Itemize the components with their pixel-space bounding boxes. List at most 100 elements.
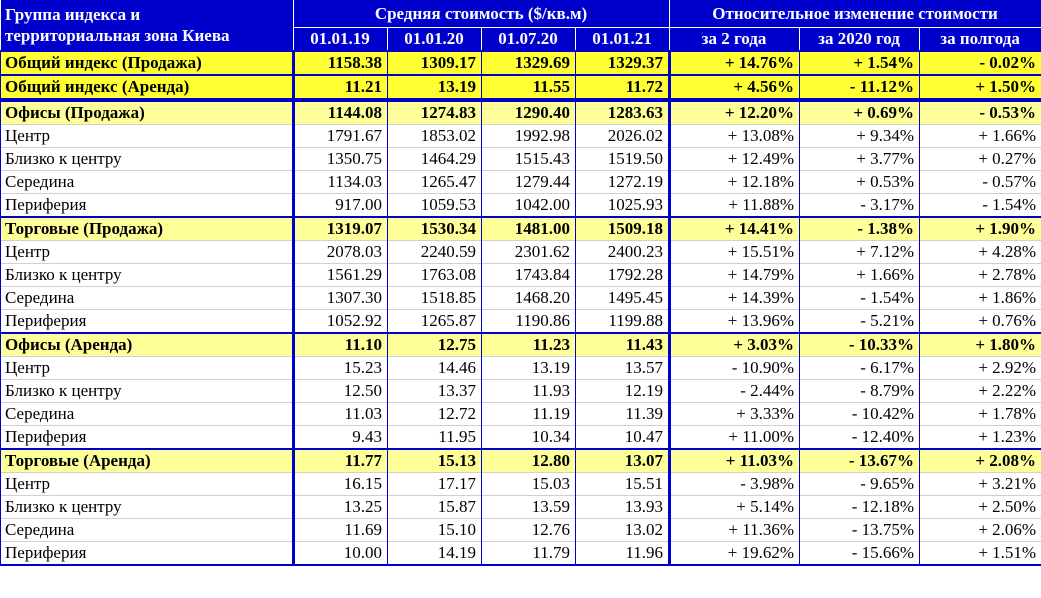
change-cell: - 8.79% [799,379,921,403]
table-row: Центр 2078.03 2240.59 2301.62 2400.23 + 15.51… [0,240,1041,264]
change-cell: + 9.34% [799,124,921,148]
change-cell: + 13.08% [669,124,801,148]
change-cell: - 10.33% [799,332,921,357]
row-label: Близко к центру [0,147,295,171]
avg-cost-cell: 1853.02 [387,124,482,148]
change-cell: + 1.54% [799,50,921,75]
avg-cost-cell: 1792.28 [574,263,672,287]
avg-cost-cell: 1059.53 [387,193,482,217]
avg-cost-cell: 13.19 [387,74,482,102]
avg-cost-cell: 1530.34 [387,216,482,241]
avg-cost-cell: 1791.67 [293,124,388,148]
avg-cost-cell: 1515.43 [481,147,576,171]
avg-cost-cell: 11.79 [481,541,576,566]
change-cell: + 0.76% [919,309,1041,333]
row-label: Центр [0,472,295,496]
table-body: Общий индекс (Продажа) 1158.38 1309.17 1329… [0,50,1041,566]
change-cell: - 9.65% [799,472,921,496]
avg-cost-cell: 1743.84 [481,263,576,287]
avg-cost-cell: 1290.40 [481,99,576,125]
change-cell: + 13.96% [669,309,801,333]
change-cell: - 0.53% [919,99,1041,125]
change-cell: + 0.69% [799,99,921,125]
avg-cost-cell: 11.72 [574,74,672,102]
period-header: за 2020 год [799,27,921,51]
change-cell: - 12.18% [799,495,921,519]
row-label: Периферия [0,193,295,217]
change-cell: + 14.41% [669,216,801,241]
table-row: Центр 15.23 14.46 13.19 13.57- 10.90% - 6.17%… [0,356,1041,380]
row-label: Офисы (Продажа) [0,99,295,125]
change-cell: + 2.22% [919,379,1041,403]
row-label: Торговые (Аренда) [0,448,295,473]
period-header: за полгода [919,27,1041,51]
change-cell: + 3.03% [669,332,801,357]
avg-cost-cell: 11.77 [293,448,388,473]
avg-cost-cell: 1468.20 [481,286,576,310]
avg-cost-cell: 1265.87 [387,309,482,333]
avg-cost-cell: 1025.93 [574,193,672,217]
change-cell: + 0.27% [919,147,1041,171]
change-cell: - 10.42% [799,402,921,426]
avg-cost-cell: 10.47 [574,425,672,449]
table-row: Центр 16.15 17.17 15.03 15.51- 3.98% - 9.65% +… [0,472,1041,496]
avg-cost-cell: 15.23 [293,356,388,380]
avg-cost-cell: 12.75 [387,332,482,357]
change-cell: - 1.38% [799,216,921,241]
change-cell: + 14.79% [669,263,801,287]
row-label: Середина [0,170,295,194]
avg-cost-cell: 1134.03 [293,170,388,194]
avg-cost-cell: 1272.19 [574,170,672,194]
change-cell: + 12.20% [669,99,801,125]
avg-cost-cell: 11.95 [387,425,482,449]
change-cell: + 3.33% [669,402,801,426]
change-cell: - 1.54% [799,286,921,310]
avg-cost-cell: 1052.92 [293,309,388,333]
change-cell: - 5.21% [799,309,921,333]
avg-cost-cell: 1319.07 [293,216,388,241]
avg-cost-cell: 11.43 [574,332,672,357]
avg-cost-cell: 1509.18 [574,216,672,241]
date-header: 01.07.20 [481,27,576,51]
period-header: за 2 года [669,27,801,51]
table-row: Середина 1307.30 1518.85 1468.20 1495.45 + 14… [0,286,1041,310]
avg-cost-cell: 12.50 [293,379,388,403]
avg-cost-cell: 2026.02 [574,124,672,148]
avg-cost-cell: 15.03 [481,472,576,496]
avg-cost-cell: 16.15 [293,472,388,496]
avg-cost-cell: 13.02 [574,518,672,542]
real-estate-price-table: Группа индекса и территориальная зона Ки… [0,0,1041,566]
table-row: Периферия 9.43 11.95 10.34 10.47 + 11.00% - 12… [0,425,1041,449]
avg-cost-cell: 2301.62 [481,240,576,264]
avg-cost-cell: 11.39 [574,402,672,426]
avg-cost-cell: 11.03 [293,402,388,426]
row-label: Близко к центру [0,263,295,287]
change-cell: + 12.18% [669,170,801,194]
avg-cost-cell: 1265.47 [387,170,482,194]
change-cell: - 0.57% [919,170,1041,194]
avg-cost-cell: 11.93 [481,379,576,403]
change-cell: - 12.40% [799,425,921,449]
row-label: Торговые (Продажа) [0,216,295,241]
row-label: Центр [0,124,295,148]
change-cell: + 11.88% [669,193,801,217]
change-cell: - 6.17% [799,356,921,380]
avg-cost-cell: 1144.08 [293,99,388,125]
date-header: 01.01.20 [387,27,482,51]
avg-cost-cell: 1495.45 [574,286,672,310]
change-cell: + 14.76% [669,50,801,75]
row-label: Офисы (Аренда) [0,332,295,357]
avg-cost-cell: 1309.17 [387,50,482,75]
change-cell: - 3.98% [669,472,801,496]
avg-cost-cell: 11.23 [481,332,576,357]
change-cell: + 7.12% [799,240,921,264]
row-label: Периферия [0,309,295,333]
section-row: Торговые (Аренда) 11.77 15.13 12.80 13.07 + 1… [0,448,1041,473]
avg-cost-cell: 13.37 [387,379,482,403]
avg-cost-cell: 10.34 [481,425,576,449]
change-cell: - 13.67% [799,448,921,473]
group-header-line2: территориальная зона Киева [5,26,230,45]
change-cell: + 4.28% [919,240,1041,264]
avg-cost-cell: 1274.83 [387,99,482,125]
index-row: Общий индекс (Продажа) 1158.38 1309.17 1329… [0,50,1041,75]
